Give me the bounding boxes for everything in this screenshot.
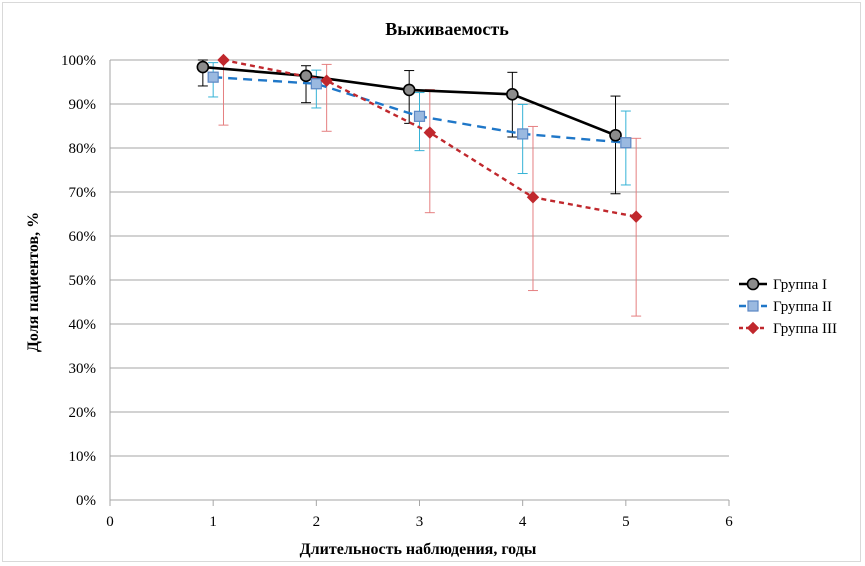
data-point — [629, 210, 643, 223]
data-point — [217, 53, 230, 67]
data-point — [299, 69, 313, 83]
y-tick-label: 70% — [69, 185, 97, 201]
y-tick-label: 90% — [69, 97, 97, 113]
tick-labels: 0% 10% 20% 30% 40% 50% 60% 70% 80% 90% 100% 0 1 2 3 4 5 6 — [61, 53, 733, 530]
x-tick-label: 1 — [209, 514, 217, 530]
data-point — [609, 128, 622, 142]
x-axis-label: Длительность наблюдения, годы — [300, 541, 537, 558]
data-point — [413, 110, 426, 122]
data-point — [207, 71, 219, 83]
x-tick-label: 6 — [725, 514, 733, 530]
data-point — [526, 191, 540, 204]
y-tick-label: 20% — [69, 405, 97, 421]
y-axis-label: Доля пациентов, % — [25, 212, 42, 352]
data-point — [196, 60, 210, 74]
data-point — [423, 126, 437, 139]
data-point — [517, 128, 529, 140]
x-tick-label: 4 — [519, 514, 527, 530]
legend-label: Группа II — [773, 299, 832, 315]
y-tick-label: 100% — [61, 53, 96, 69]
legend: Группа I Группа II Группа III — [739, 277, 837, 337]
data-point — [320, 74, 333, 87]
data-point — [402, 83, 416, 97]
data-point — [747, 300, 759, 312]
legend-label: Группа III — [773, 321, 837, 337]
y-tick-label: 50% — [69, 273, 97, 289]
x-tick-label: 3 — [416, 514, 424, 530]
series-markers — [196, 53, 643, 223]
error-bars — [197, 59, 642, 317]
y-tick-label: 0% — [76, 493, 96, 509]
y-tick-label: 30% — [69, 361, 97, 377]
chart-title: Выживаемость — [385, 19, 509, 39]
y-tick-label: 10% — [69, 449, 97, 465]
x-tick-label: 5 — [622, 514, 630, 530]
data-point — [746, 277, 760, 291]
data-point — [620, 137, 632, 149]
data-point — [506, 88, 519, 101]
data-point — [310, 78, 322, 90]
axes — [109, 60, 730, 506]
x-tick-label: 0 — [106, 514, 114, 530]
y-tick-label: 40% — [69, 317, 97, 333]
x-tick-label: 2 — [313, 514, 321, 530]
legend-label: Группа I — [773, 277, 827, 293]
y-tick-label: 80% — [69, 141, 97, 157]
y-tick-label: 60% — [69, 229, 97, 245]
data-point — [746, 321, 760, 335]
